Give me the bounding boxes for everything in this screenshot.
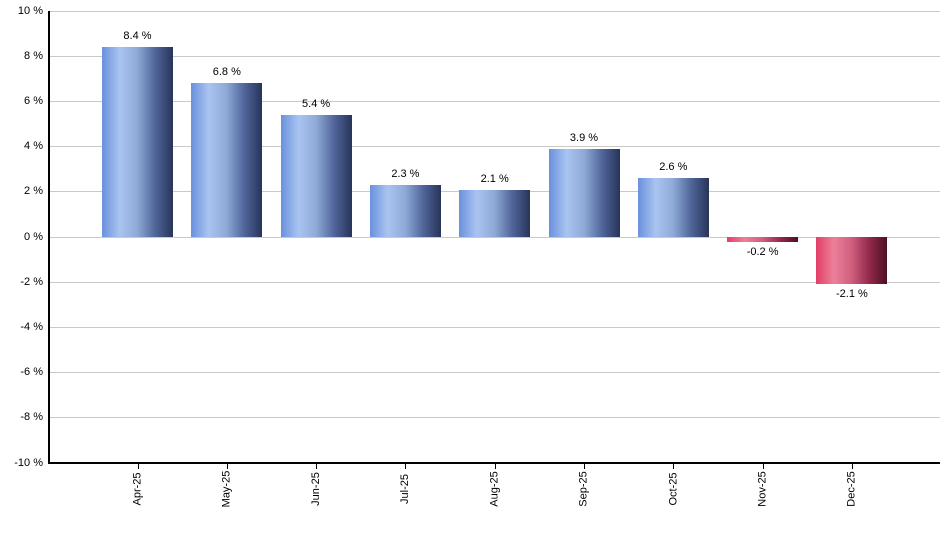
bar-may-25 xyxy=(191,83,263,237)
y-axis-tick-label: 0 % xyxy=(24,230,43,243)
bar-apr-25 xyxy=(102,47,173,237)
x-axis-tick-label: May-25 xyxy=(197,466,257,512)
x-axis-line xyxy=(48,462,940,464)
bar-jul-25 xyxy=(369,185,441,237)
y-axis-tick-label: -6 % xyxy=(20,366,43,379)
x-axis-tick-label: Apr-25 xyxy=(108,466,168,512)
bar-value-label: 5.4 % xyxy=(302,97,331,110)
gridline xyxy=(48,236,940,238)
y-axis-tick-label: -10 % xyxy=(14,456,43,469)
y-axis-tick-label: 2 % xyxy=(24,185,43,198)
x-axis-tick xyxy=(316,464,318,469)
x-axis-tick xyxy=(226,464,228,469)
y-axis-tick-label: 4 % xyxy=(24,140,43,153)
x-axis-tick-label: Sep-25 xyxy=(554,466,614,512)
bar-value-label: 2.3 % xyxy=(391,168,420,181)
x-axis-tick-label-text: Aug-25 xyxy=(488,471,501,507)
gridline xyxy=(48,146,940,148)
y-axis-tick-label: -2 % xyxy=(20,275,43,288)
x-axis-tick-label-text: Apr-25 xyxy=(131,472,144,506)
gridline xyxy=(48,100,940,102)
y-axis-tick-label: 8 % xyxy=(24,49,43,62)
y-axis-tick-label: 10 % xyxy=(17,4,43,17)
y-axis-tick-label: 6 % xyxy=(24,94,43,107)
gridline xyxy=(48,10,940,12)
gridline xyxy=(48,417,940,419)
x-axis-tick xyxy=(673,464,675,469)
bar-value-label: 2.1 % xyxy=(480,172,509,185)
x-axis-tick-label-text: Sep-25 xyxy=(577,471,590,507)
x-axis-tick-label: Dec-25 xyxy=(822,466,882,512)
bar-value-label: -2.1 % xyxy=(835,288,868,301)
x-axis-tick-label-text: Jun-25 xyxy=(310,472,323,506)
x-axis-tick xyxy=(405,464,407,469)
x-axis-tick-label: Jun-25 xyxy=(286,466,346,512)
x-axis-tick xyxy=(584,464,585,469)
gridline xyxy=(48,326,940,328)
bar-value-label: 8.4 % xyxy=(123,30,152,43)
bar-value-label: 2.6 % xyxy=(659,161,688,174)
x-axis-tick-label-text: Nov-25 xyxy=(756,471,769,507)
gridline xyxy=(48,281,940,283)
x-axis-tick-label: Oct-25 xyxy=(643,466,703,512)
x-axis-tick-label-text: Jul-25 xyxy=(399,474,412,504)
bar-value-label: 6.8 % xyxy=(212,66,241,79)
bar-jun-25 xyxy=(280,114,352,237)
x-axis-tick xyxy=(851,464,853,469)
y-axis-line xyxy=(48,11,50,464)
x-axis-tick xyxy=(762,464,764,469)
bar-nov-25 xyxy=(727,237,799,242)
bar-oct-25 xyxy=(637,178,709,237)
x-axis-tick xyxy=(494,464,496,469)
y-axis-tick-label: -8 % xyxy=(20,411,43,424)
y-axis-tick-label: -4 % xyxy=(20,320,43,333)
x-axis-tick-label: Nov-25 xyxy=(733,466,793,512)
bar-value-label: -0.2 % xyxy=(746,245,779,258)
x-axis-tick-label-text: Dec-25 xyxy=(845,471,858,507)
x-axis-tick xyxy=(137,464,139,469)
gridline xyxy=(48,372,940,374)
bar-dec-25 xyxy=(816,237,888,285)
bar-aug-25 xyxy=(459,189,531,237)
bar-sep-25 xyxy=(548,148,620,237)
gridline xyxy=(48,55,940,57)
x-axis-tick-label-text: Oct-25 xyxy=(667,472,680,506)
x-axis-tick-label-text: May-25 xyxy=(220,470,233,508)
x-axis-tick-label: Aug-25 xyxy=(465,466,525,512)
bar-value-label: 3.9 % xyxy=(569,131,599,144)
x-axis-tick-label: Jul-25 xyxy=(375,466,435,512)
